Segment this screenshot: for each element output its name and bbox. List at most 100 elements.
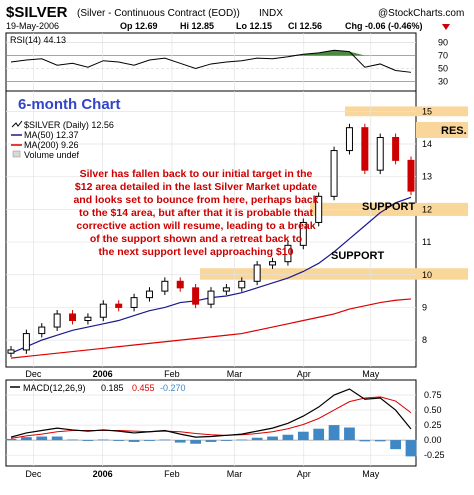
commentary-line: and looks set to bounce from here, perha…: [73, 194, 318, 206]
x-tick-label: Feb: [164, 369, 180, 379]
macd-histogram-bar: [221, 440, 232, 441]
macd-x-axis: Dec 2006 Feb Mar Apr May: [25, 469, 379, 479]
legend-main: $SILVER (Daily) 12.56: [24, 120, 114, 130]
macd-line: [10, 388, 412, 438]
support-label-upper: SUPPORT: [362, 201, 415, 213]
price-tick-label: 8: [422, 335, 427, 345]
macd-histogram-bar: [159, 439, 171, 441]
price-x-axis: Dec 2006 Feb Mar Apr May: [25, 369, 379, 379]
price-candle: [53, 313, 61, 328]
support-band-extension: [416, 202, 468, 216]
macd-histogram-bar: [374, 440, 386, 442]
chart-header: $SILVER (Silver - Continuous Contract (E…: [6, 4, 464, 31]
rsi-tick-label: 30: [438, 77, 448, 87]
x-tick-label: May: [362, 469, 380, 479]
price-candle: [99, 303, 107, 318]
price-candle: [315, 195, 323, 223]
symbol-title: $SILVER: [6, 4, 68, 21]
macd-histogram-bar: [251, 437, 263, 441]
price-legend: $SILVER (Daily) 12.56 MA(50) 12.37 MA(20…: [11, 120, 114, 160]
price-tick-label: 15: [422, 106, 432, 116]
macd-histogram-bar: [405, 440, 417, 457]
macd-tick-label: 0.25: [424, 420, 442, 430]
price-candle: [176, 280, 184, 289]
rsi-tick-label: 90: [438, 38, 448, 48]
price-tick-label: 11: [422, 237, 431, 247]
macd-legend: MACD(12,26,9) 0.185 0.455 -0.270: [10, 383, 186, 393]
x-tick-label: Apr: [297, 469, 311, 479]
exchange-label: INDX: [259, 8, 283, 19]
commentary-line: of the support shown and a retreat back …: [90, 233, 302, 245]
rsi-axis: 90 70 50 30: [438, 38, 448, 87]
macd-histogram-bar: [97, 439, 109, 441]
macd-histogram-bar: [82, 440, 94, 441]
rsi-label: RSI(14) 44.13: [10, 35, 66, 45]
x-tick-label: Mar: [227, 469, 243, 479]
x-tick-label: 2006: [93, 369, 113, 379]
commentary-line: Silver has fallen back to our initial ta…: [80, 168, 313, 180]
macd-histogram-bar: [144, 440, 155, 441]
macd-label: MACD(12,26,9): [23, 383, 86, 393]
macd-histogram-bar: [51, 436, 63, 441]
macd-axis: 0.75 0.50 0.25 0.00 -0.25: [424, 390, 445, 460]
commentary-line: to the $14 area, but after that it is pr…: [79, 207, 313, 219]
macd-signal-value: 0.455: [132, 383, 155, 393]
price-panel: 14 13 12 11 10 9 8 15 RES. SUPPORT SUPPORT 6-mo…: [5, 90, 468, 379]
macd-histogram-bar: [21, 437, 32, 441]
x-tick-label: Dec: [25, 469, 42, 479]
macd-panel: 0.75 0.50 0.25 0.00 -0.25 MACD(12,26,9) 0.18…: [5, 379, 445, 479]
macd-histogram-bar: [344, 427, 355, 441]
macd-tick-label: -0.25: [424, 450, 445, 460]
macd-histogram-bar: [190, 440, 201, 444]
price-candle: [361, 127, 369, 171]
price-candle: [84, 316, 92, 322]
price-candle: [407, 159, 415, 192]
macd-histogram-bar: [67, 439, 78, 441]
macd-histogram-bar: [5, 438, 17, 441]
brand-label: @StockCharts.com: [378, 8, 464, 19]
close-value: Cl 12.56: [288, 21, 322, 31]
macd-hist-value: -0.270: [160, 383, 186, 393]
macd-value: 0.185: [101, 383, 124, 393]
price-candle: [376, 136, 384, 171]
candle-legend-icon: [11, 120, 23, 128]
macd-histogram-bar: [297, 431, 309, 441]
macd-histogram-bar: [205, 440, 217, 442]
symbol-description: (Silver - Continuous Contract (EOD)): [77, 8, 240, 19]
legend-volume: Volume undef: [24, 150, 80, 160]
low-value: Lo 12.15: [236, 21, 272, 31]
rsi-line: [10, 49, 412, 73]
price-candle: [69, 313, 77, 322]
support-band: [200, 268, 416, 280]
price-candle: [284, 244, 292, 263]
res-label-bg: [416, 122, 468, 138]
macd-histogram-bar: [282, 434, 294, 441]
macd-histogram-bar: [174, 440, 186, 443]
price-candle: [115, 303, 123, 308]
chart-title: 6-month Chart: [18, 96, 121, 113]
x-tick-label: Feb: [164, 469, 180, 479]
chart-date: 19-May-2006: [6, 21, 59, 31]
macd-histogram-bar: [236, 439, 248, 441]
change-value: Chg -0.06 (-0.46%): [345, 21, 423, 31]
macd-histogram-bar: [36, 436, 48, 441]
price-tick-label: 9: [422, 302, 427, 312]
open-value: Op 12.69: [120, 21, 158, 31]
high-value: Hi 12.85: [180, 21, 214, 31]
price-tick-label: 10: [422, 270, 432, 280]
price-candle: [238, 280, 246, 289]
support-band-extension: [416, 268, 468, 280]
support-label-lower: SUPPORT: [331, 250, 384, 262]
price-tick-label: 13: [422, 172, 432, 182]
macd-histogram-bar: [390, 440, 401, 450]
price-candle: [192, 287, 200, 305]
commentary-line: $12 area detailed in the last Silver Mar…: [75, 181, 317, 193]
legend-ma50: MA(50) 12.37: [24, 130, 79, 140]
x-tick-label: May: [362, 369, 380, 379]
macd-frame: [5, 379, 417, 467]
price-tick-label: 12: [422, 204, 432, 214]
macd-histogram: [5, 425, 417, 457]
price-axis: 14 13 12 11 10 9 8 15: [422, 106, 432, 345]
